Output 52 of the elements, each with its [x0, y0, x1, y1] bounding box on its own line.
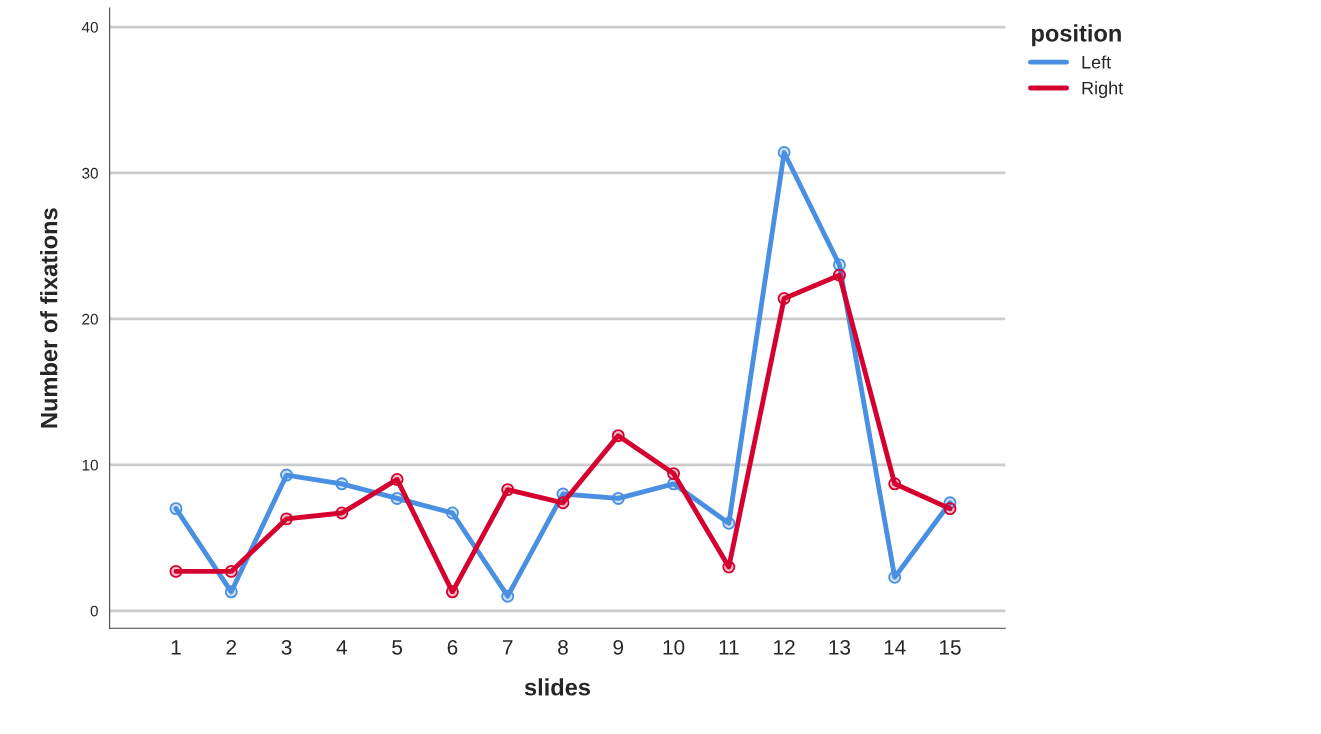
point — [224, 564, 238, 578]
point — [722, 516, 736, 530]
point — [169, 502, 183, 516]
point — [445, 506, 459, 520]
point — [390, 472, 404, 486]
point — [556, 496, 570, 510]
x-tick-label: 2 — [226, 639, 237, 655]
point — [722, 560, 736, 574]
x-tick-label: 14 — [884, 640, 906, 655]
y-tick-label: 10 — [82, 459, 98, 471]
x-tick-label: 9 — [613, 639, 624, 655]
y-axis-title: Number of fixations — [40, 208, 58, 428]
y-tick-label: 20 — [82, 313, 98, 325]
point — [611, 429, 625, 443]
point — [667, 467, 681, 481]
y-tick-label: 40 — [81, 21, 98, 33]
point — [832, 258, 846, 272]
x-tick-label: 11 — [719, 640, 739, 655]
point — [280, 512, 294, 526]
x-axis-title: slides — [524, 678, 590, 696]
point — [501, 483, 515, 497]
point — [501, 589, 515, 603]
x-tick-label: 3 — [281, 639, 292, 655]
x-tick-label: 7 — [502, 640, 513, 655]
point — [832, 268, 846, 282]
point — [335, 506, 349, 520]
x-tick-label: 12 — [774, 639, 795, 655]
x-tick-label: 10 — [663, 639, 685, 655]
y-tick-label: 30 — [82, 167, 98, 179]
point — [888, 570, 902, 584]
x-tick-label: 8 — [558, 639, 568, 655]
legend-label: Right — [1082, 81, 1124, 99]
x-tick-label: 4 — [336, 640, 348, 655]
y-tick-label: 0 — [90, 605, 98, 617]
point — [888, 477, 902, 491]
x-tick-label: 13 — [829, 639, 851, 655]
x-tick-label: 6 — [447, 639, 458, 655]
legend-title: position — [1032, 24, 1121, 47]
point — [280, 468, 294, 482]
x-tick-label: 15 — [940, 640, 961, 655]
point — [335, 477, 349, 491]
x-tick-label: 1 — [171, 640, 181, 655]
point — [224, 585, 238, 599]
point — [777, 146, 791, 160]
point — [943, 502, 957, 516]
point — [777, 292, 791, 305]
point — [169, 564, 183, 578]
point — [390, 491, 404, 505]
legend-label: Left — [1082, 55, 1112, 69]
point — [611, 491, 625, 505]
x-tick-label: 5 — [392, 640, 403, 655]
point — [445, 585, 459, 599]
